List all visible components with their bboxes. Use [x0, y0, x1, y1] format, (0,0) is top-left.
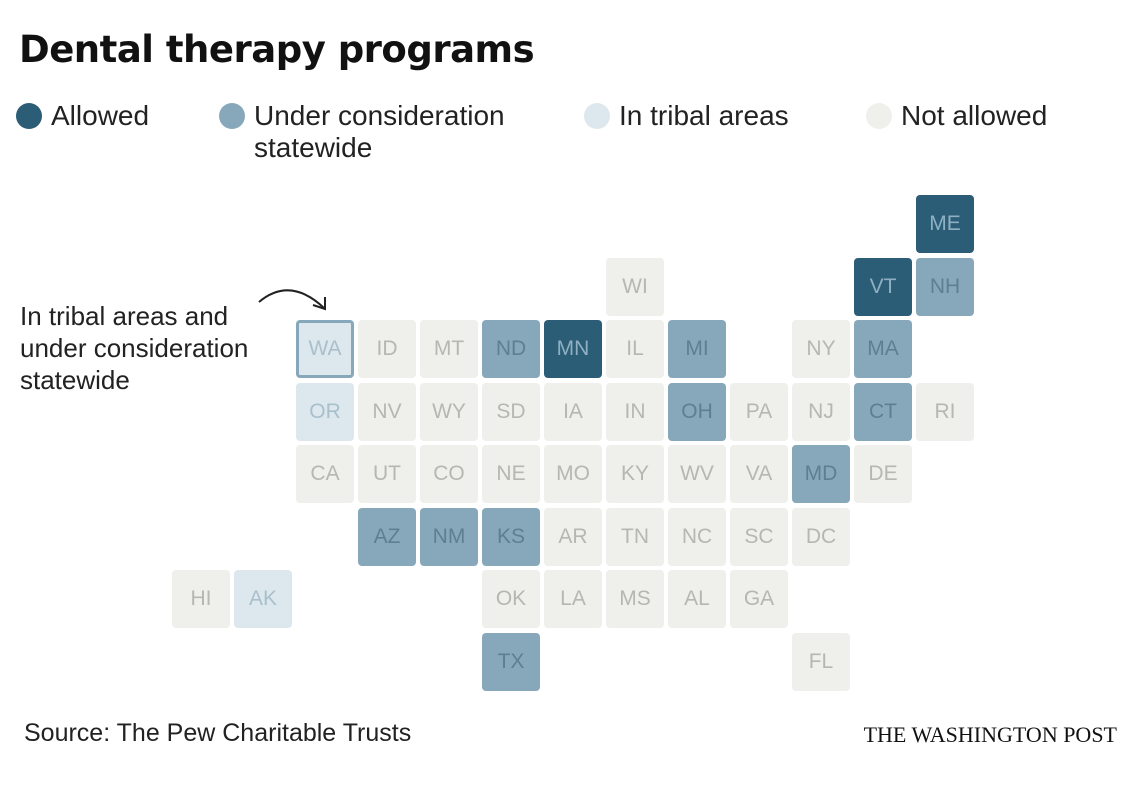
state-tile-ak: AK — [234, 570, 292, 628]
state-tile-ga: GA — [730, 570, 788, 628]
legend-swatch-tribal — [584, 103, 610, 129]
state-tile-wv: WV — [668, 445, 726, 503]
state-tile-ut: UT — [358, 445, 416, 503]
state-tile-nd: ND — [482, 320, 540, 378]
state-tile-nh: NH — [916, 257, 974, 316]
legend-item-allowed: Allowed — [16, 100, 149, 132]
state-tile-hi: HI — [172, 570, 230, 628]
state-tile-in: IN — [606, 382, 664, 441]
state-tile-mt: MT — [420, 320, 478, 378]
state-tile-mi: MI — [668, 320, 726, 378]
state-tile-nc: NC — [668, 507, 726, 566]
legend-item-not-allowed: Not allowed — [866, 100, 1047, 132]
state-tile-co: CO — [420, 445, 478, 503]
state-tile-nj: NJ — [792, 382, 850, 441]
state-tile-vt: VT — [854, 257, 912, 316]
state-tile-dc: DC — [792, 507, 850, 566]
state-tile-il: IL — [606, 320, 664, 378]
state-tile-id: ID — [358, 320, 416, 378]
state-tile-me: ME — [916, 195, 974, 253]
state-tile-ma: MA — [854, 320, 912, 378]
legend-swatch-allowed — [16, 103, 42, 129]
state-tile-fl: FL — [792, 632, 850, 691]
state-tile-sd: SD — [482, 382, 540, 441]
state-tile-tx: TX — [482, 632, 540, 691]
state-tile-ms: MS — [606, 570, 664, 628]
state-tile-de: DE — [854, 445, 912, 503]
state-tile-md: MD — [792, 445, 850, 503]
state-tile-ia: IA — [544, 382, 602, 441]
state-tile-tn: TN — [606, 507, 664, 566]
state-tile-nm: NM — [420, 507, 478, 566]
state-tile-or: OR — [296, 382, 354, 441]
legend-swatch-not-allowed — [866, 103, 892, 129]
legend-item-tribal: In tribal areas — [584, 100, 789, 132]
state-tile-mo: MO — [544, 445, 602, 503]
state-tile-ca: CA — [296, 445, 354, 503]
legend-label-under-consideration: Under consideration statewide — [254, 100, 505, 163]
state-tile-sc: SC — [730, 507, 788, 566]
legend-label-tribal: In tribal areas — [619, 100, 789, 131]
page-title: Dental therapy programs — [19, 28, 535, 71]
legend-swatch-under-consideration — [219, 103, 245, 129]
annotation-arrow-icon — [258, 289, 326, 311]
state-tile-al: AL — [668, 570, 726, 628]
source-note: Source: The Pew Charitable Trusts — [24, 719, 412, 747]
annotation-text: In tribal areas and under consideration … — [20, 301, 249, 395]
state-tile-va: VA — [730, 445, 788, 503]
state-tile-ny: NY — [792, 320, 850, 378]
state-tile-ri: RI — [916, 382, 974, 441]
state-tile-oh: OH — [668, 382, 726, 441]
state-tile-wa: WA — [296, 320, 354, 378]
state-tile-az: AZ — [358, 507, 416, 566]
state-tile-nv: NV — [358, 382, 416, 441]
legend-item-under-consideration: Under consideration statewide — [219, 100, 554, 164]
state-tile-ky: KY — [606, 445, 664, 503]
state-tile-la: LA — [544, 570, 602, 628]
state-tile-ks: KS — [482, 507, 540, 566]
state-tile-ok: OK — [482, 570, 540, 628]
state-tile-ar: AR — [544, 507, 602, 566]
state-tile-mn: MN — [544, 320, 602, 378]
legend-label-allowed: Allowed — [51, 100, 150, 131]
legend-label-not-allowed: Not allowed — [901, 100, 1048, 131]
state-tile-wi: WI — [606, 257, 664, 316]
state-tile-pa: PA — [730, 382, 788, 441]
state-tile-wy: WY — [420, 382, 478, 441]
state-tile-ct: CT — [854, 382, 912, 441]
state-tile-ne: NE — [482, 445, 540, 503]
publisher-credit: THE WASHINGTON POST — [863, 722, 1117, 747]
